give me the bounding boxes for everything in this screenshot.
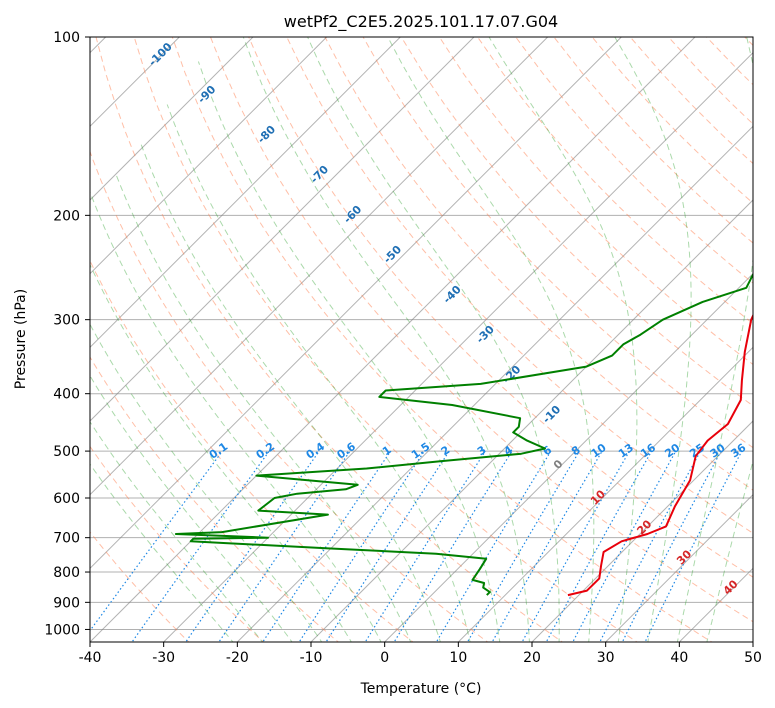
mixing-ratio-line <box>218 450 351 642</box>
moist-adiabat <box>90 190 382 642</box>
mixing-ratio-line <box>364 450 486 642</box>
dry-adiabat <box>438 37 753 366</box>
mixing-ratio-line <box>621 450 722 642</box>
dry-adiabat <box>248 37 753 578</box>
y-axis-title: Pressure (hPa) <box>13 289 29 389</box>
dry-adiabat <box>400 37 753 407</box>
moist-adiabat <box>90 263 352 642</box>
x-tick-label: -10 <box>300 650 323 666</box>
x-tick-label: -20 <box>226 650 249 666</box>
dewpoint-profile <box>174 272 753 596</box>
dry-adiabat <box>90 445 265 642</box>
moist-adiabat <box>90 420 264 642</box>
dry-adiabat <box>210 37 753 623</box>
x-tick-label: -30 <box>152 650 175 666</box>
y-tick-label: 100 <box>53 30 80 46</box>
dry-adiabat <box>171 37 713 642</box>
isotherm-line <box>236 125 753 642</box>
x-tick-label: 10 <box>449 650 467 666</box>
moist-adiabat <box>166 104 471 642</box>
axis-ticks: -40 -30 -20 -10 0 10 20 30 40 50 100 200 300 400 500 60… <box>44 30 762 666</box>
moist-adiabat <box>614 37 692 642</box>
isotherm-line <box>531 420 753 642</box>
x-tick-label: 30 <box>597 650 615 666</box>
moist-adiabat <box>488 37 638 642</box>
chart-title: wetPf2_C2E5.2025.101.17.07.G04 <box>284 12 558 32</box>
dry-adiabat <box>90 259 414 642</box>
isotherm-line <box>384 272 753 642</box>
isotherm-line <box>90 37 475 422</box>
moist-adiabat <box>90 323 323 642</box>
mixing-ratio-line <box>298 450 425 642</box>
dry-adiabat <box>324 37 753 491</box>
moist-adiabat <box>387 37 595 642</box>
mixing-ratio-line <box>572 450 677 642</box>
moist-adiabat <box>197 61 501 642</box>
isotherm-line <box>90 37 622 570</box>
y-tick-label: 300 <box>53 313 80 329</box>
y-tick-label: 500 <box>53 444 80 460</box>
temperature-profile <box>567 313 753 597</box>
isotherm-line <box>457 346 753 642</box>
plot-frame <box>89 36 754 643</box>
y-tick-label: 600 <box>53 491 80 507</box>
dry-adiabat <box>362 37 753 449</box>
y-tick-label: 1000 <box>44 622 80 638</box>
mixing-ratio-line <box>393 450 513 642</box>
dry-adiabat <box>477 37 753 325</box>
mixing-ratio-line <box>466 450 580 642</box>
mixing-ratio-line <box>131 450 270 642</box>
x-tick-label: 0 <box>380 650 389 666</box>
y-tick-label: 700 <box>53 531 80 547</box>
dry-adiabat <box>95 37 564 642</box>
moist-adiabat <box>90 463 234 642</box>
dry-adiabat <box>133 37 638 642</box>
mixing-ratio-line <box>262 450 392 642</box>
dry-adiabat <box>90 356 340 642</box>
y-tick-label: 900 <box>53 595 80 611</box>
moist-adiabat <box>90 374 293 642</box>
moist-adiabat <box>115 173 412 642</box>
isotherm-line <box>90 37 254 201</box>
isotherm-line <box>163 51 753 642</box>
mixing-ratio-line <box>325 450 450 642</box>
moist-adiabat <box>706 459 753 642</box>
x-axis-title: Temperature (°C) <box>360 681 482 697</box>
moist-adiabat <box>676 37 753 642</box>
x-tick-label: 50 <box>744 650 762 666</box>
mixing-ratio-line <box>599 450 702 642</box>
profile-lines <box>174 272 753 597</box>
background-lines <box>90 37 753 642</box>
isotherm-line <box>90 37 401 349</box>
mixing-ratio-line <box>90 450 223 632</box>
moist-adiabat <box>242 37 530 642</box>
y-tick-label: 400 <box>53 387 80 403</box>
isotherm-line <box>90 37 549 496</box>
moist-adiabat <box>139 141 441 642</box>
y-tick-label: 200 <box>53 208 80 224</box>
isotherm-line <box>605 493 753 642</box>
x-tick-label: 20 <box>523 650 541 666</box>
isotherm-line <box>90 37 328 275</box>
moist-adiabat <box>307 37 560 642</box>
x-tick-label: 40 <box>670 650 688 666</box>
x-tick-label: -40 <box>79 650 102 666</box>
dry-adiabat <box>286 37 753 534</box>
isotherm-line <box>310 199 753 642</box>
mixing-ratio-line <box>185 450 320 642</box>
y-tick-label: 800 <box>53 565 80 581</box>
